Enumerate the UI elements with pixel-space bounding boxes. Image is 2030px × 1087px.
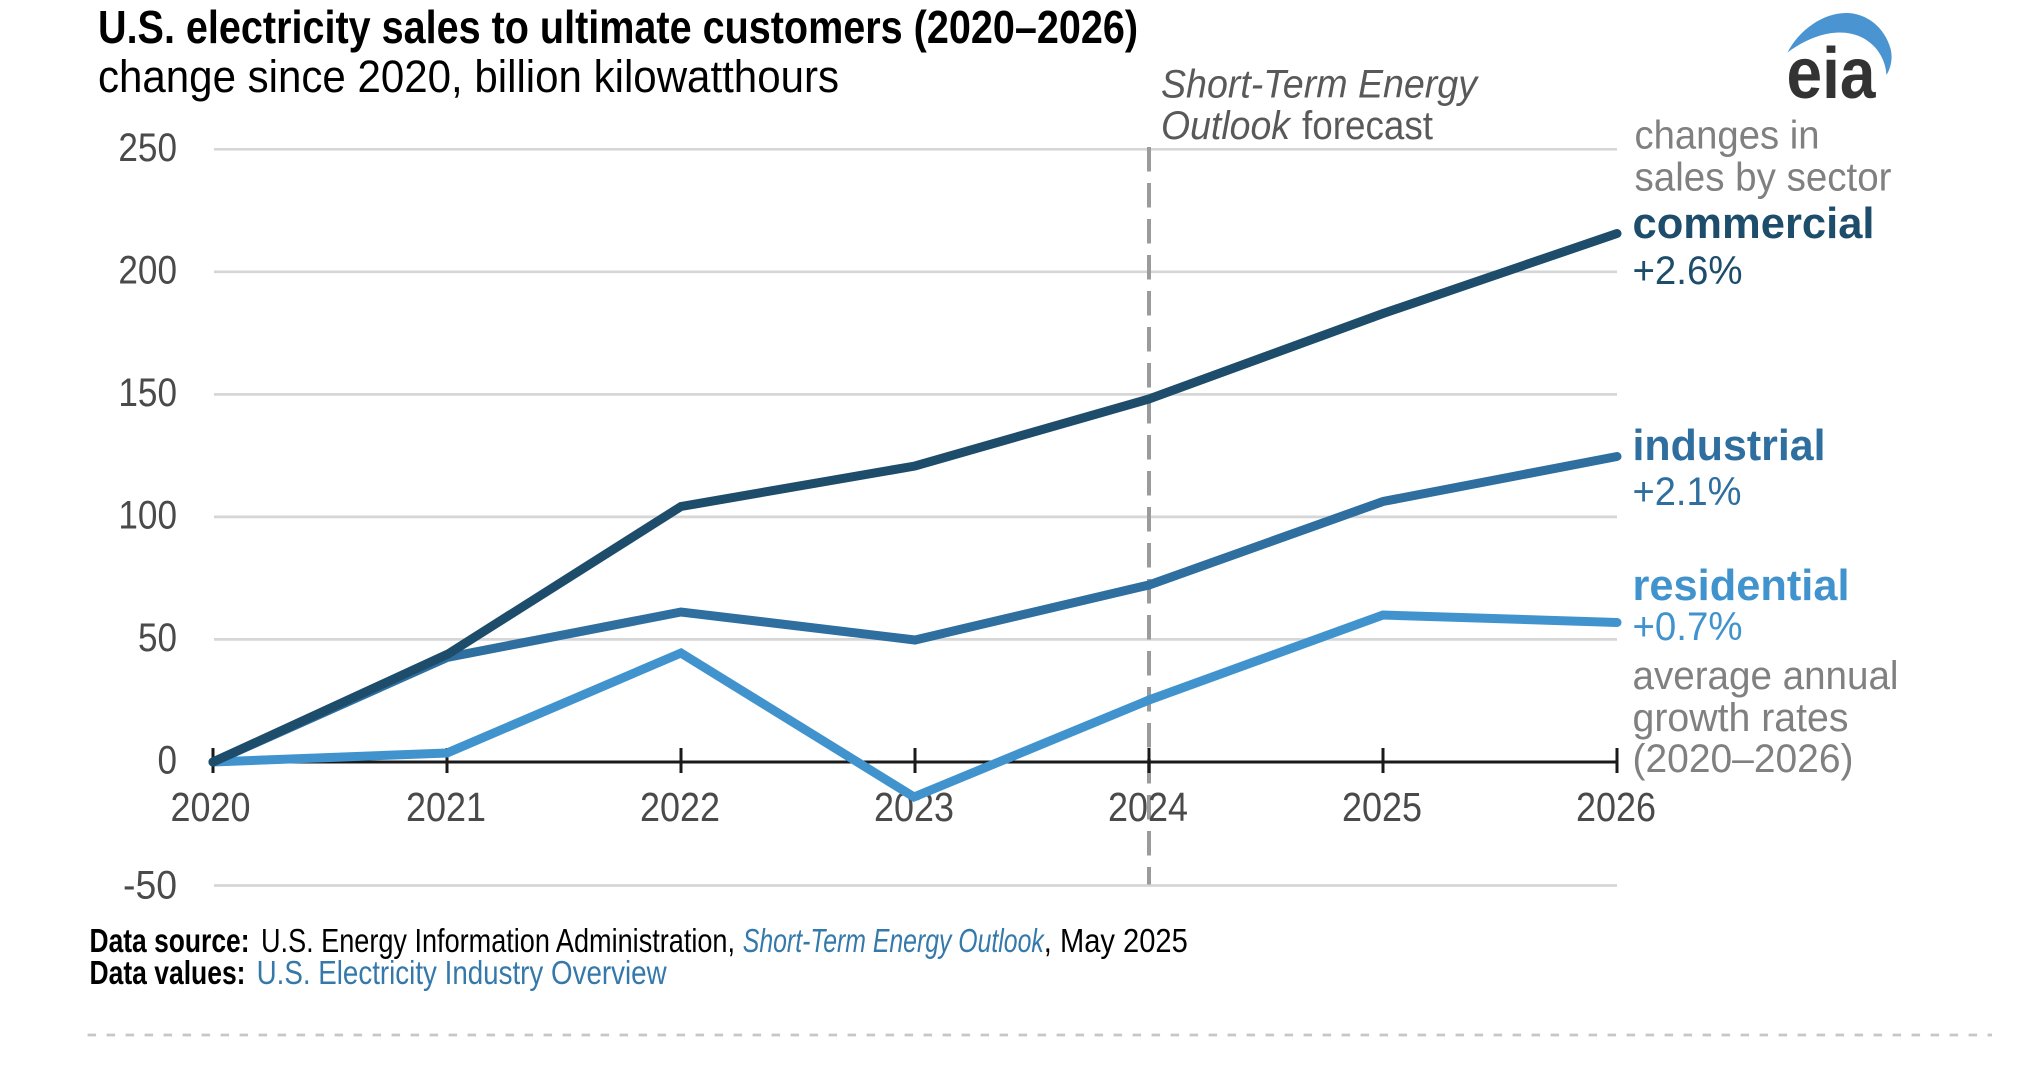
svg-text:(2020–2026): (2020–2026) — [1633, 737, 1854, 781]
svg-text:change since 2020, billion kil: change since 2020, billion kilowatthours — [98, 51, 839, 102]
svg-text:+2.6%: +2.6% — [1633, 249, 1743, 293]
svg-text:Data source:: Data source: — [90, 922, 250, 959]
svg-text:Data values:: Data values: — [90, 954, 246, 991]
svg-text:200: 200 — [118, 248, 177, 292]
svg-text:2026: 2026 — [1576, 784, 1656, 830]
svg-text:industrial: industrial — [1633, 421, 1826, 470]
svg-text:Outlook: Outlook — [1161, 104, 1292, 148]
svg-text:0: 0 — [158, 739, 178, 783]
svg-text:+0.7%: +0.7% — [1633, 605, 1743, 649]
svg-text:+2.1%: +2.1% — [1633, 470, 1742, 514]
svg-text:sales by sector: sales by sector — [1635, 156, 1892, 200]
svg-text:average annual: average annual — [1633, 654, 1899, 698]
svg-text:2025: 2025 — [1342, 784, 1422, 830]
svg-text:2024: 2024 — [1108, 784, 1188, 830]
svg-text:2022: 2022 — [640, 784, 720, 830]
svg-text:eia: eia — [1787, 34, 1877, 114]
svg-text:U.S. electricity sales to ulti: U.S. electricity sales to ultimate custo… — [98, 1, 1138, 53]
svg-text:residential: residential — [1633, 561, 1850, 610]
svg-text:U.S. Electricity Industry Over: U.S. Electricity Industry Overview — [257, 954, 667, 991]
svg-text:100: 100 — [118, 493, 177, 537]
svg-text:Short-Term Energy: Short-Term Energy — [1161, 63, 1480, 107]
svg-text:2020: 2020 — [171, 784, 251, 830]
svg-text:changes in: changes in — [1635, 114, 1820, 158]
svg-text:growth rates: growth rates — [1633, 696, 1849, 740]
svg-text:, May 2025: , May 2025 — [1044, 922, 1188, 959]
svg-text:commercial: commercial — [1633, 199, 1875, 248]
svg-text:2021: 2021 — [406, 784, 486, 830]
svg-text:forecast: forecast — [1302, 104, 1433, 148]
svg-text:150: 150 — [118, 371, 177, 415]
svg-text:50: 50 — [138, 616, 177, 660]
svg-text:Short-Term Energy Outlook: Short-Term Energy Outlook — [743, 922, 1045, 959]
svg-text:-50: -50 — [123, 864, 177, 908]
svg-text:2023: 2023 — [874, 784, 954, 830]
svg-text:250: 250 — [118, 126, 177, 170]
svg-text:U.S. Energy Information Admini: U.S. Energy Information Administration, — [261, 922, 735, 959]
